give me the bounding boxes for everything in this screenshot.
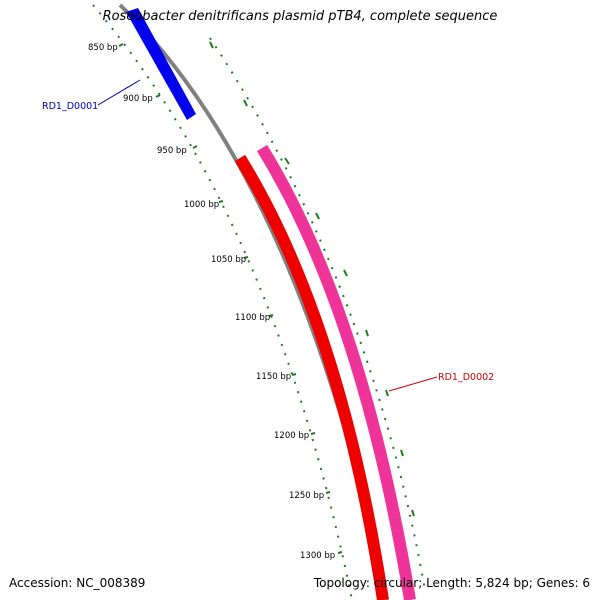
tick-label: 1150 bp xyxy=(256,372,291,382)
gene-label-rd1-d0002[interactable]: RD1_D0002 xyxy=(438,372,494,383)
outer-tick-ring xyxy=(209,37,426,591)
tick-label: 1250 bp xyxy=(289,491,324,501)
summary-label: Topology: circular; Length: 5,824 bp; Ge… xyxy=(313,576,590,590)
tick-label: 1050 bp xyxy=(211,255,246,265)
gene-arc-rd1-d0002-outer[interactable] xyxy=(256,144,416,600)
gene-leader-line xyxy=(388,376,438,392)
gene-arc-rd1-d0001[interactable] xyxy=(126,8,196,120)
accession-label: Accession: NC_008389 xyxy=(9,576,146,590)
tick-label: 950 bp xyxy=(157,146,187,156)
inner-major-ticks xyxy=(118,43,343,554)
tick-label: 1100 bp xyxy=(235,313,270,323)
tick-label: 900 bp xyxy=(123,94,153,104)
tick-label: 1300 bp xyxy=(300,551,335,561)
inner-tick-ring xyxy=(92,4,353,600)
gene-leader-line xyxy=(97,79,141,106)
outer-major-ticks xyxy=(209,41,415,517)
gene-label-rd1-d0001[interactable]: RD1_D0001 xyxy=(42,101,98,112)
map-title: Roseobacter denitrificans plasmid pTB4, … xyxy=(102,9,498,24)
gene-arc-rd1-d0002-inner[interactable] xyxy=(234,154,389,600)
tick-label: 1200 bp xyxy=(274,431,309,441)
tick-label: 850 bp xyxy=(88,43,118,53)
tick-label: 1000 bp xyxy=(184,200,219,210)
